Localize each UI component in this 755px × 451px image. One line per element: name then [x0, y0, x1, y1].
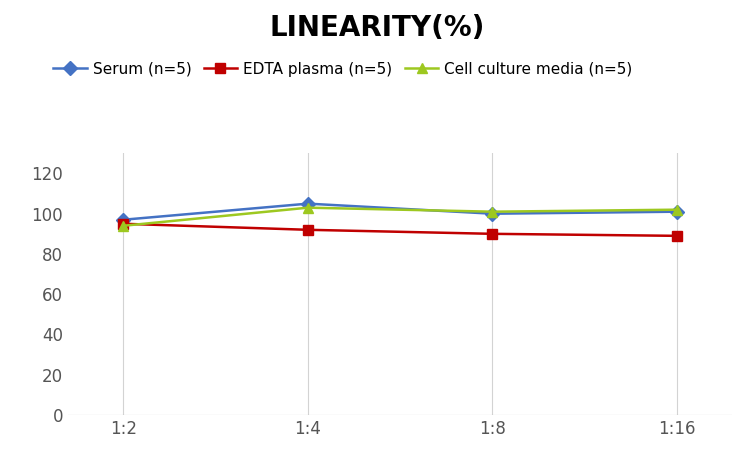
Legend: Serum (n=5), EDTA plasma (n=5), Cell culture media (n=5): Serum (n=5), EDTA plasma (n=5), Cell cul… [53, 62, 633, 77]
Text: LINEARITY(%): LINEARITY(%) [270, 14, 485, 41]
